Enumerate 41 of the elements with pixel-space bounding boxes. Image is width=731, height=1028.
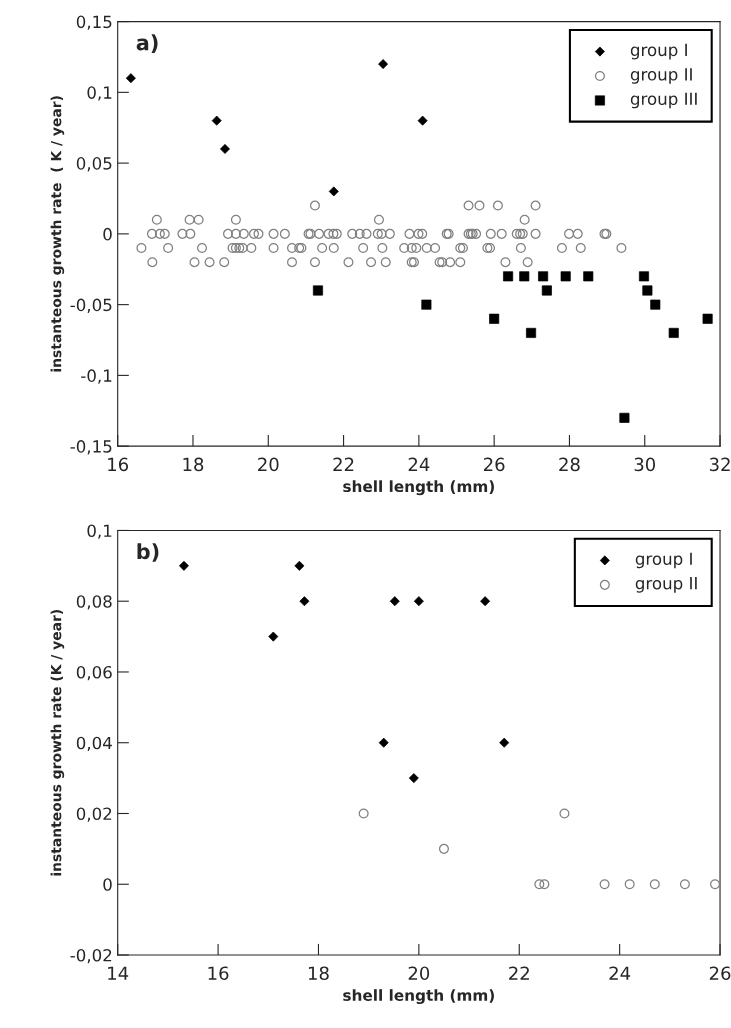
y-tick-label: -0,1 xyxy=(81,369,112,384)
y-axis-title: instanteous growth rate (K / year) xyxy=(50,609,65,876)
y-axis-title: instanteous growth rate ( K / year) xyxy=(50,96,65,372)
y-tick-label: -0,05 xyxy=(70,298,112,313)
x-tick-label: 22 xyxy=(333,457,354,471)
x-tick-label: 16 xyxy=(208,966,229,981)
legend-label: group I xyxy=(635,552,692,569)
x-tick-label: 22 xyxy=(509,966,529,980)
x-tick-label: 24 xyxy=(609,966,631,980)
y-tick-label: 0,1 xyxy=(87,524,112,539)
y-tick-label: 0,06 xyxy=(76,665,112,681)
x-tick-label: 14 xyxy=(108,966,129,980)
y-tick-label: -0,15 xyxy=(70,440,112,455)
x-tick-label: 20 xyxy=(408,966,430,981)
x-axis-title: shell length (mm) xyxy=(343,989,494,1005)
y-tick-label: 0,04 xyxy=(76,736,112,751)
x-tick-label: 18 xyxy=(308,966,329,981)
x-tick-label: 18 xyxy=(183,457,204,472)
y-tick-label: 0,1 xyxy=(87,86,112,101)
y-tick-label: 0,02 xyxy=(76,807,112,822)
legend-label: group II xyxy=(630,68,692,84)
y-tick-label: 0,15 xyxy=(76,15,112,30)
y-tick-label: 0,08 xyxy=(76,595,112,610)
annotation: a) xyxy=(136,34,158,53)
x-tick-label: 20 xyxy=(258,457,279,472)
x-tick-label: 32 xyxy=(709,457,730,472)
legend-label: group III xyxy=(630,92,697,109)
y-tick-label: -0,02 xyxy=(70,948,112,964)
x-tick-label: 26 xyxy=(709,966,731,981)
x-tick-label: 28 xyxy=(559,457,580,472)
x-axis-title: shell length (mm) xyxy=(343,480,494,496)
legend-label: group II xyxy=(635,577,697,593)
x-tick-label: 30 xyxy=(634,457,656,472)
y-tick-label: 0,05 xyxy=(76,157,112,172)
x-tick-label: 16 xyxy=(108,457,129,472)
annotation: b) xyxy=(137,543,159,562)
y-tick-label: 0 xyxy=(103,878,112,891)
legend-label: group I xyxy=(630,43,687,60)
y-tick-label: 0 xyxy=(103,227,112,241)
x-tick-label: 26 xyxy=(483,457,505,472)
x-tick-label: 24 xyxy=(408,457,430,471)
